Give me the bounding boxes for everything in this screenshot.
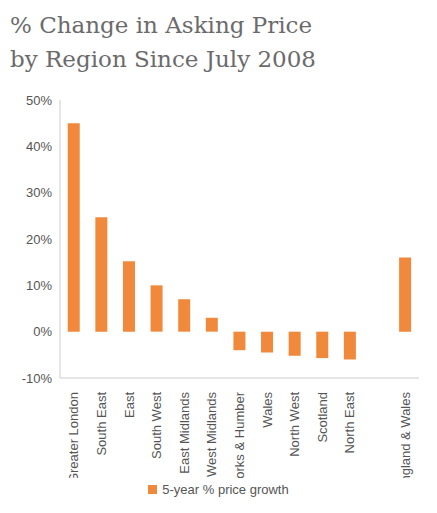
svg-text:West Midlands: West Midlands [204,392,219,478]
svg-text:North West: North West [287,392,302,457]
svg-text:Scotland: Scotland [315,392,330,443]
svg-text:South West: South West [149,392,164,459]
svg-text:England & Wales: England & Wales [398,392,413,478]
svg-text:South East: South East [94,392,109,456]
html-text:5-year % price growth: 5-year % price growth [162,481,289,497]
svg-text:30%: 30% [26,185,52,200]
svg-text:Yorks & Humber: Yorks & Humber [232,391,247,478]
svg-text:10%: 10% [26,278,52,293]
svg-text:Greater London: Greater London [66,392,81,478]
svg-text:50%: 50% [26,93,52,108]
svg-text:Wales: Wales [260,392,275,428]
svg-text:East: East [122,392,137,418]
svg-text:40%: 40% [26,139,52,154]
svg-text:North East: North East [342,392,357,454]
svg-text:20%: 20% [26,232,52,247]
svg-text:0%: 0% [33,324,52,339]
svg-text:East Midlands: East Midlands [177,392,192,474]
html-text:% Change in Asking Price by Re: % Change in Asking Price by Region Since… [10,12,316,72]
svg-text:-10%: -10% [22,371,53,386]
